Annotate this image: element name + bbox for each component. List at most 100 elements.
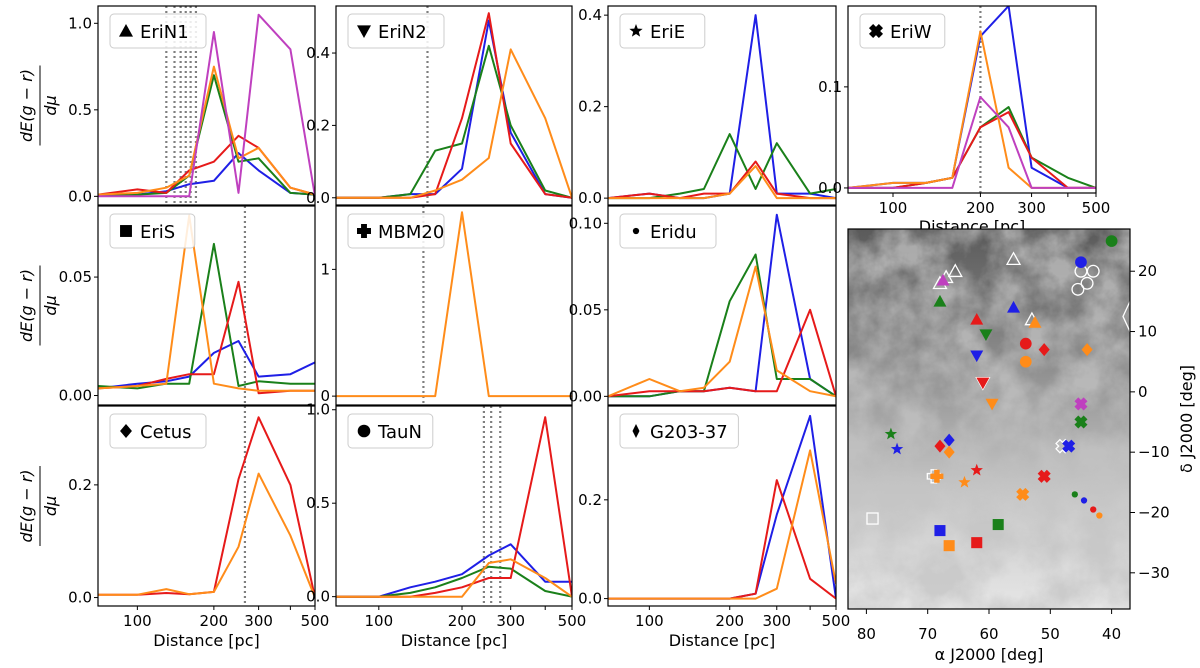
y-tick-label: 0.5 <box>68 101 92 119</box>
y-tick-label: 0.0 <box>818 179 842 197</box>
x-tick-label: 500 <box>822 612 851 630</box>
x-tick-label: 200 <box>200 612 229 630</box>
legend-box <box>859 13 946 49</box>
sky-marker-circle-orange <box>1019 355 1032 368</box>
panels-layer: 0.00.51.0dE(g − r) dμEriN10.00.20.4EriN20… <box>17 5 1111 650</box>
series-line-orange <box>336 558 572 598</box>
series-line-blue <box>336 543 572 598</box>
y-tick-label: 0.2 <box>578 98 602 116</box>
series-line-green <box>608 253 836 398</box>
sky-y-tick-label: −30 <box>1138 564 1170 582</box>
sky-marker-circle-green <box>1105 235 1118 247</box>
x-axis-label: Distance [pc] <box>153 631 259 650</box>
sky-y-tick-label: 10 <box>1138 323 1157 341</box>
x-tick-label: 500 <box>1082 199 1111 217</box>
sky-marker-diamond-red <box>934 439 946 453</box>
axes-frame <box>607 405 837 607</box>
plot-contents <box>336 206 572 405</box>
axes-frame <box>607 205 837 406</box>
panel-MBM20: 0 1 MBM20 <box>320 205 573 406</box>
x-axis-label: Distance [pc] <box>669 631 775 650</box>
x-tick-label: 200 <box>966 199 995 217</box>
panel-EriN1: 0.0 0.5 1.0 dE(g − r) dμ EriN1 <box>17 5 316 206</box>
legend-label: EriN2 <box>378 22 427 43</box>
sky-marker-x-mark-green <box>1074 415 1088 429</box>
sky-marker-circle-white <box>1080 276 1094 290</box>
series-line-orange <box>98 65 315 196</box>
series-line-green <box>98 242 315 390</box>
series-line-green <box>336 565 572 598</box>
legend-label: EriS <box>140 222 175 243</box>
x-tick-label: 200 <box>448 612 477 630</box>
y-tick-label: 0.2 <box>306 116 330 134</box>
series-line-orange <box>608 449 836 600</box>
legend-marker-icon <box>629 24 643 37</box>
legend-marker-icon <box>119 24 133 37</box>
sky-y-tick-label: −20 <box>1138 503 1170 521</box>
sky-y-tick-label: −10 <box>1138 443 1170 461</box>
legend-box <box>109 413 207 449</box>
x-tick-label: 300 <box>1017 199 1046 217</box>
plot-contents <box>608 213 836 398</box>
sky-map-cloud-texture <box>848 229 1130 609</box>
y-axis-label-denominator: dμ <box>41 95 60 115</box>
sky-marker-x-mark-red <box>1037 469 1051 483</box>
sky-marker-triangle-white <box>947 263 963 278</box>
y-tick-label: 1 <box>320 260 330 278</box>
sky-marker-circle-white <box>1086 264 1100 278</box>
plot-contents <box>848 6 1096 193</box>
legend-box <box>619 13 706 49</box>
sky-marker-star-blue <box>890 442 904 455</box>
sky-marker-square-orange <box>943 540 955 552</box>
y-tick-label: 0.2 <box>578 491 602 509</box>
sky-x-tick-label: 50 <box>1041 625 1060 643</box>
x-tick-label: 300 <box>496 612 525 630</box>
series-line-orange <box>336 48 572 199</box>
x-tick-label: 100 <box>123 612 152 630</box>
sky-marker-circle-red <box>1019 337 1032 350</box>
legend-box <box>109 13 207 49</box>
legend-box <box>347 213 445 249</box>
legend-TauN: TauN <box>347 413 434 449</box>
sky-marker-triangle-green <box>933 294 947 307</box>
panel-EriN2: 0.0 0.2 0.4 EriN2 <box>306 5 573 207</box>
sky-marker-triangle-white <box>1005 251 1022 266</box>
y-axis-label-numerator: dE(g − r) <box>17 69 36 142</box>
legend-marker-icon <box>632 424 640 438</box>
sky-marker-triangle-orange <box>1028 315 1042 328</box>
plot-contents <box>608 414 836 600</box>
y-axis-label: dE(g − r) dμ <box>17 265 60 346</box>
series-line-orange <box>336 211 572 398</box>
legend-EriS: EriS <box>109 213 196 249</box>
legend-G203-37: G203-37 <box>619 413 739 449</box>
x-tick-label: 100 <box>364 612 393 630</box>
x-tick-label: 300 <box>244 612 273 630</box>
legend-label: TauN <box>377 422 422 443</box>
sky-y-tick-label: 20 <box>1138 262 1157 280</box>
sky-map: 80 70 60 50 40 −30 −20 −10 0 10 20 α J2000 [deg] δ J… <box>847 228 1196 664</box>
y-axis-label-numerator: dE(g − r) <box>17 269 36 342</box>
panel-TauN: 0.0 0.5 1.0 100 200 300 500 Distance [pc] TauN <box>306 401 586 650</box>
sky-marker-x-mark-orange <box>1016 487 1030 501</box>
sky-marker-dot-blue <box>1080 497 1088 504</box>
legend-label: EriE <box>650 22 685 43</box>
x-tick-label: 100 <box>635 612 664 630</box>
legend-Eridu: Eridu <box>619 213 717 249</box>
legend-label: EriW <box>890 22 932 43</box>
panel-EriS: 0.00 0.05 dE(g − r) dμ EriS <box>17 205 316 406</box>
sky-marker-triangle-blue <box>1007 300 1021 313</box>
y-tick-label: 0.0 <box>306 189 330 207</box>
legend-label: G203-37 <box>650 422 728 443</box>
y-tick-label: 0.4 <box>306 44 330 62</box>
legend-EriN2: EriN2 <box>347 13 445 49</box>
axes-frame <box>97 205 316 406</box>
legend-EriW: EriW <box>859 13 946 49</box>
plot-contents <box>608 14 836 200</box>
y-axis-label-denominator: dμ <box>41 295 60 315</box>
x-tick-label: 100 <box>879 199 908 217</box>
y-tick-label: 0.0 <box>578 590 602 608</box>
legend-marker-icon <box>868 23 884 39</box>
y-tick-label: 0.0 <box>306 588 330 606</box>
sky-marker-triangle-down-red <box>976 377 990 390</box>
